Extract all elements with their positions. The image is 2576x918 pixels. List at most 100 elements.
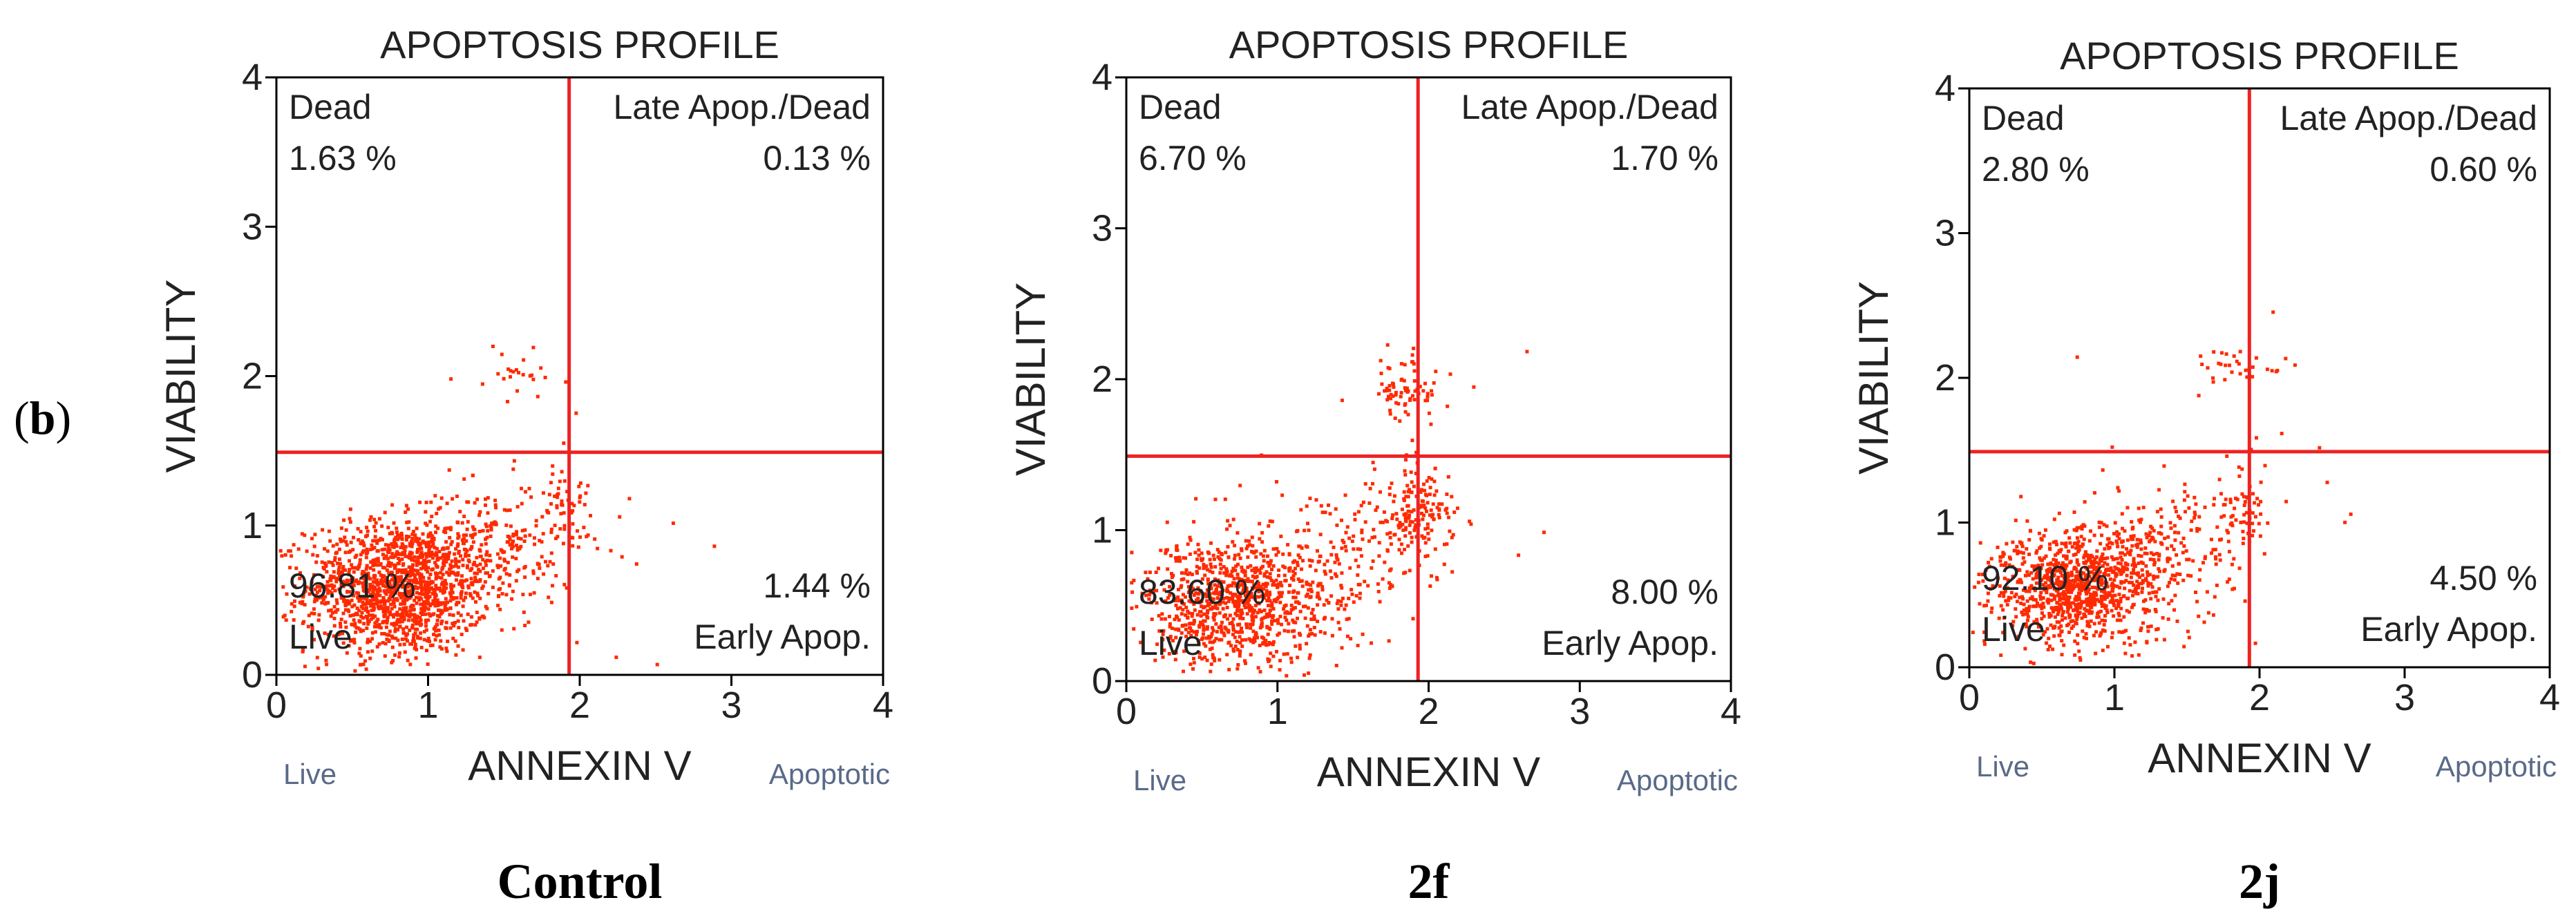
data-point: [2116, 604, 2121, 609]
data-point: [1202, 624, 1206, 629]
data-point: [1202, 606, 1205, 610]
data-point: [1193, 608, 1197, 612]
data-point: [416, 615, 419, 619]
data-point: [1410, 540, 1414, 544]
data-point: [2128, 551, 2132, 555]
data-point: [1233, 557, 1236, 561]
data-point: [413, 631, 417, 635]
data-point: [383, 611, 388, 615]
data-point: [376, 581, 380, 585]
data-point: [2047, 584, 2051, 588]
data-point: [2092, 585, 2096, 589]
data-point: [444, 582, 448, 586]
data-point: [1423, 488, 1427, 493]
data-point: [2007, 595, 2011, 600]
data-point: [1174, 603, 1178, 607]
data-point: [440, 589, 444, 593]
data-point: [1180, 631, 1184, 635]
data-point: [1135, 604, 1139, 609]
data-point: [442, 589, 446, 593]
data-point: [1246, 602, 1250, 606]
data-point: [1186, 542, 1190, 546]
data-point: [1159, 617, 1164, 621]
data-point: [1184, 627, 1188, 631]
data-point: [1191, 612, 1195, 615]
data-point: [522, 358, 526, 362]
data-point: [361, 576, 365, 580]
data-point: [484, 563, 488, 567]
data-point: [1239, 611, 1243, 615]
data-point: [410, 537, 415, 540]
data-point: [2052, 597, 2056, 601]
data-point: [2067, 630, 2072, 634]
data-point: [482, 566, 485, 571]
data-point: [1182, 577, 1186, 581]
data-point: [2265, 367, 2269, 372]
data-point: [446, 600, 449, 604]
data-point: [392, 537, 397, 542]
data-point: [2108, 577, 2112, 581]
data-point: [1257, 589, 1261, 593]
data-point: [511, 534, 515, 538]
data-point: [511, 467, 515, 471]
data-point: [2100, 589, 2104, 593]
data-point: [549, 551, 553, 555]
data-point: [464, 554, 467, 558]
data-point: [350, 585, 353, 589]
data-point: [1320, 584, 1325, 589]
data-point: [321, 645, 325, 649]
data-point: [1430, 393, 1434, 397]
data-point: [428, 519, 432, 524]
data-point: [1236, 623, 1240, 627]
data-point: [325, 584, 329, 588]
data-point: [2035, 549, 2039, 553]
data-point: [1245, 612, 1249, 616]
data-point: [371, 604, 375, 608]
data-point: [370, 649, 375, 653]
data-point: [442, 559, 446, 563]
data-point: [1209, 635, 1213, 638]
data-point: [1316, 595, 1320, 599]
data-point: [2197, 614, 2201, 618]
data-point: [2083, 550, 2087, 554]
data-point: [1996, 545, 2000, 549]
data-point: [2203, 556, 2207, 560]
data-point: [443, 605, 447, 609]
data-point: [514, 557, 518, 561]
data-point: [2018, 540, 2022, 544]
data-point: [2032, 566, 2036, 571]
data-point: [2074, 546, 2078, 550]
data-point: [1264, 593, 1268, 597]
data-point: [2153, 590, 2157, 594]
data-point: [2058, 633, 2062, 638]
data-point: [2110, 589, 2114, 593]
data-point: [1412, 346, 1416, 350]
data-point: [2082, 600, 2086, 604]
data-point: [1258, 626, 1262, 630]
data-point: [415, 595, 418, 600]
data-point: [1298, 609, 1303, 613]
data-point: [1258, 585, 1262, 589]
data-point: [415, 572, 419, 576]
data-point: [1191, 667, 1195, 671]
data-point: [1176, 627, 1180, 631]
data-point: [331, 563, 335, 567]
data-point: [2013, 595, 2017, 599]
data-point: [1432, 493, 1437, 497]
data-point: [2099, 597, 2103, 602]
data-point: [1222, 580, 1226, 584]
data-point: [1423, 381, 1427, 385]
data-point: [531, 571, 536, 575]
data-point: [1218, 562, 1222, 566]
data-point: [2062, 594, 2066, 598]
data-point: [281, 585, 285, 589]
data-point: [2049, 561, 2053, 565]
data-point: [1268, 562, 1272, 566]
data-point: [2016, 551, 2020, 555]
data-point: [1236, 562, 1240, 566]
data-point: [2075, 570, 2079, 573]
data-point: [368, 613, 371, 618]
data-point: [2253, 515, 2257, 519]
data-point: [353, 622, 357, 626]
data-point: [2053, 615, 2057, 619]
